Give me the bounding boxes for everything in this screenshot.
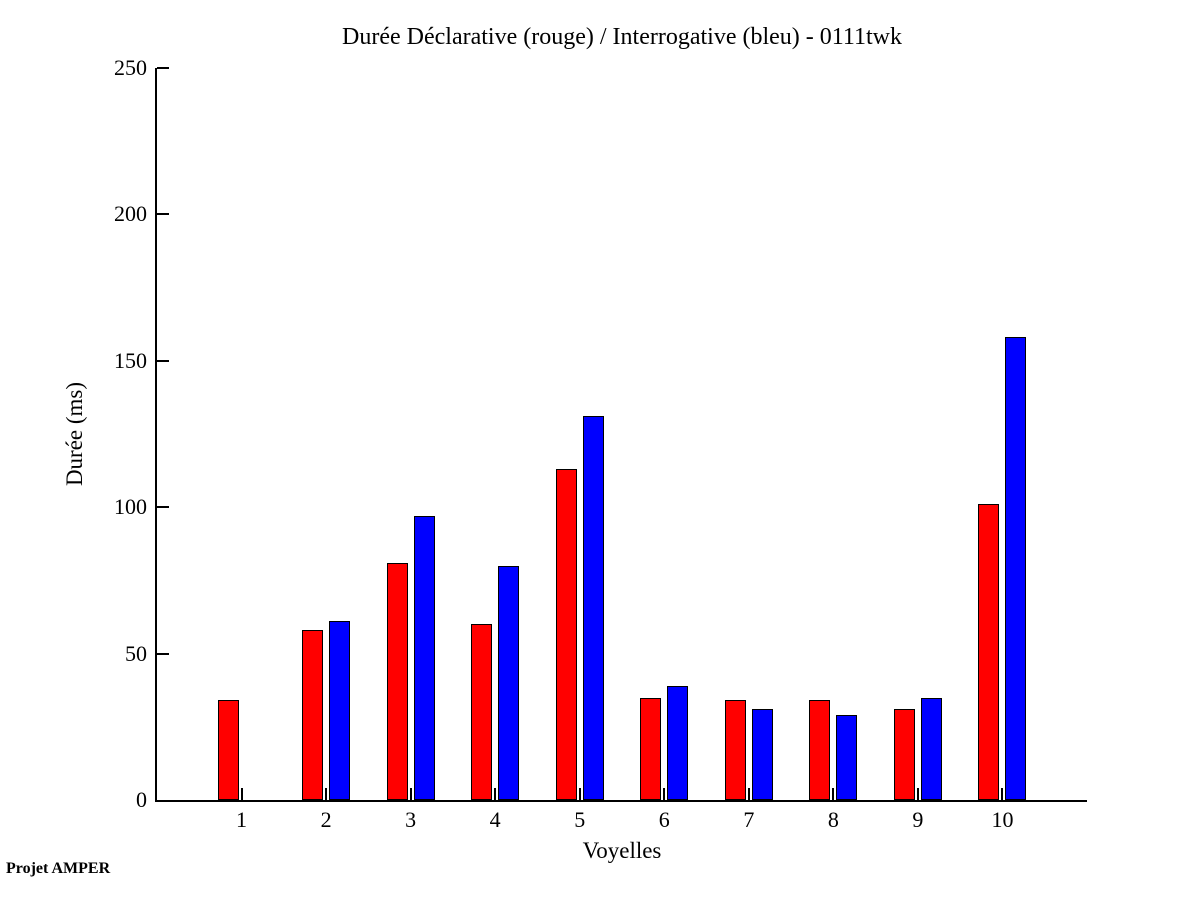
y-tick-label-150: 150 xyxy=(114,347,147,373)
y-tick-200 xyxy=(157,213,169,216)
x-tick-1 xyxy=(240,788,243,800)
x-tick-label-7: 7 xyxy=(743,807,755,832)
x-tick-5 xyxy=(578,788,581,800)
chart-title: Durée Déclarative (rouge) / Interrogativ… xyxy=(342,24,902,50)
y-tick-100 xyxy=(157,506,169,509)
bar-interrogative-10 xyxy=(1005,337,1027,800)
bar-declarative-9 xyxy=(893,709,915,800)
x-tick-8 xyxy=(832,788,835,800)
x-tick-4 xyxy=(494,788,497,800)
bar-declarative-2 xyxy=(302,630,324,800)
x-tick-7 xyxy=(747,788,750,800)
x-tick-label-10: 10 xyxy=(991,807,1014,832)
x-tick-label-8: 8 xyxy=(827,807,839,832)
bar-interrogative-2 xyxy=(329,621,351,800)
bar-interrogative-4 xyxy=(498,565,520,800)
y-tick-label-50: 50 xyxy=(125,640,147,666)
x-tick-9 xyxy=(916,788,919,800)
x-tick-3 xyxy=(409,788,412,800)
x-tick-6 xyxy=(663,788,666,800)
bar-interrogative-6 xyxy=(667,685,689,800)
y-tick-label-250: 250 xyxy=(114,55,147,80)
plot-area xyxy=(155,67,1087,802)
bar-declarative-7 xyxy=(724,700,746,800)
x-tick-label-5: 5 xyxy=(574,807,586,832)
x-axis-label: Voyelles xyxy=(582,838,662,863)
bar-declarative-3 xyxy=(386,562,408,800)
bar-declarative-8 xyxy=(809,700,831,800)
y-axis-label-text: Durée (ms) xyxy=(62,381,87,487)
x-tick-label-6: 6 xyxy=(658,807,670,832)
y-tick-150 xyxy=(157,359,169,362)
y-tick-50 xyxy=(157,652,169,655)
bar-interrogative-9 xyxy=(920,697,942,800)
y-tick-250 xyxy=(157,67,169,69)
bar-declarative-6 xyxy=(640,697,662,800)
x-tick-label-9: 9 xyxy=(912,807,924,832)
y-tick-label-0: 0 xyxy=(136,787,147,812)
bar-declarative-1 xyxy=(217,700,239,800)
bar-declarative-10 xyxy=(978,504,1000,800)
x-tick-label-3: 3 xyxy=(405,807,417,832)
y-tick-label-200: 200 xyxy=(114,201,147,227)
x-tick-label-4: 4 xyxy=(489,807,501,832)
bar-declarative-5 xyxy=(555,469,577,800)
x-tick-10 xyxy=(1001,788,1004,800)
bar-declarative-4 xyxy=(471,624,493,800)
y-tick-label-100: 100 xyxy=(114,494,147,520)
bar-interrogative-5 xyxy=(582,416,604,800)
project-credit: Projet AMPER xyxy=(6,860,111,877)
bar-interrogative-8 xyxy=(836,715,858,800)
bar-interrogative-3 xyxy=(413,515,435,800)
x-tick-label-1: 1 xyxy=(236,807,248,832)
bar-interrogative-7 xyxy=(751,709,773,800)
x-tick-label-2: 2 xyxy=(320,807,332,832)
x-tick-2 xyxy=(325,788,328,800)
